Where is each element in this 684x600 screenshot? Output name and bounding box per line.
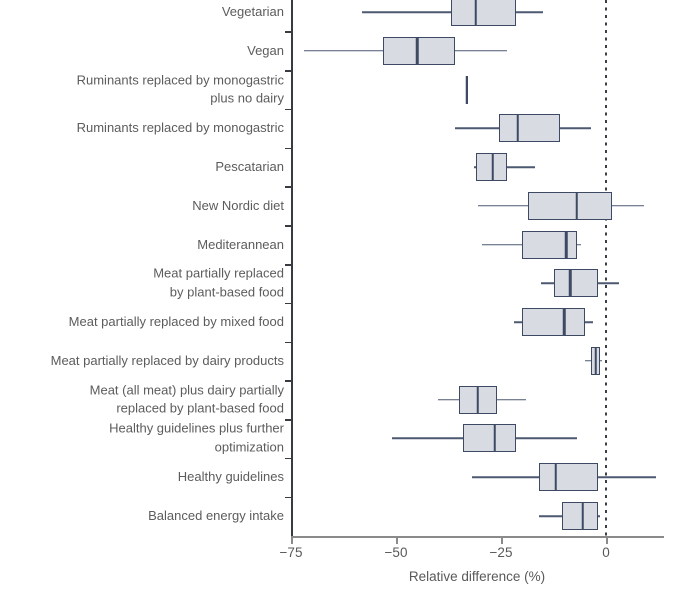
x-axis	[291, 536, 664, 538]
box	[528, 191, 613, 220]
x-axis-tick	[396, 537, 398, 544]
median-line	[516, 114, 520, 143]
median-line	[554, 463, 557, 492]
category-label: Meat partially replaced by dairy product…	[50, 352, 284, 368]
box	[463, 424, 516, 453]
median-line	[476, 385, 480, 414]
box	[522, 308, 585, 337]
category-label: Balanced energy intake	[148, 507, 284, 523]
category-label: Mediterannean	[197, 236, 284, 252]
category-label: Meat partially replaced by mixed food	[68, 313, 284, 329]
y-axis-tick	[285, 264, 291, 266]
y-axis-tick	[285, 147, 291, 150]
box	[553, 269, 598, 298]
category-label: Vegan	[247, 42, 284, 58]
box	[538, 463, 598, 492]
median-line	[491, 153, 494, 182]
x-axis-title: Relative difference (%)	[408, 569, 546, 584]
category-label: Pescatarian	[215, 158, 284, 174]
y-axis-tick	[285, 108, 291, 111]
zero-reference-line	[605, 0, 607, 536]
x-axis-tick-label: −25	[489, 545, 513, 560]
box	[561, 502, 598, 530]
median-line	[415, 36, 419, 65]
y-axis-tick	[285, 341, 291, 344]
box	[522, 230, 577, 259]
box	[450, 0, 516, 26]
category-label: Ruminants replaced by monogastric plus n…	[76, 72, 284, 106]
y-axis-tick	[285, 225, 291, 227]
x-axis-tick	[501, 537, 503, 544]
median-line	[564, 230, 568, 259]
x-axis-tick	[606, 537, 608, 544]
y-axis-tick	[285, 302, 291, 305]
y-axis-tick	[285, 70, 291, 72]
median-line	[569, 269, 572, 298]
y-axis-tick	[285, 419, 291, 421]
category-label: Healthy guidelines	[177, 468, 284, 484]
median-line	[474, 0, 478, 26]
y-axis	[291, 0, 293, 537]
y-axis-tick	[285, 496, 291, 499]
median-line	[594, 346, 597, 375]
box	[498, 114, 560, 143]
x-axis-tick-label: −50	[384, 545, 408, 560]
y-axis-tick	[285, 186, 291, 188]
category-label: Vegetarian	[221, 3, 284, 19]
y-axis-tick	[285, 31, 291, 33]
box	[383, 36, 455, 65]
category-label: Meat (all meat) plus dairy partially rep…	[89, 382, 284, 416]
category-label: Healthy guidelines plus further optimiza…	[109, 420, 284, 455]
x-axis-tick-label: −75	[279, 545, 303, 560]
median-line	[493, 424, 496, 453]
y-axis-tick	[285, 457, 291, 460]
category-label: Ruminants replaced by monogastric	[76, 120, 284, 136]
median-line	[581, 502, 585, 530]
x-axis-tick	[291, 537, 293, 544]
median-line	[562, 308, 566, 337]
median-line	[465, 75, 469, 104]
x-axis-tick-label: 0	[602, 545, 610, 560]
category-label: Meat partially replaced by plant-based f…	[153, 265, 284, 300]
category-label: New Nordic diet	[192, 197, 284, 213]
median-line	[575, 191, 578, 220]
y-axis-tick	[285, 380, 291, 382]
